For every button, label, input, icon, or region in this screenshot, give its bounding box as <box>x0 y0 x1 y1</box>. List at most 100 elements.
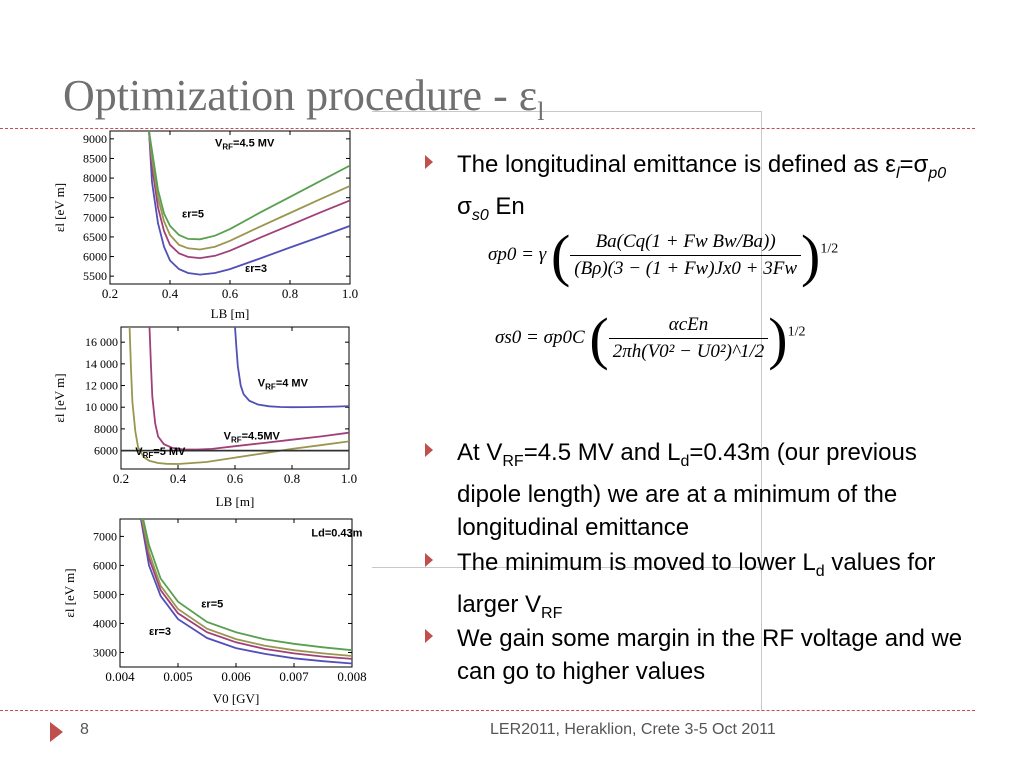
series-line <box>142 519 352 652</box>
footer-text: LER2011, Heraklion, Crete 3-5 Oct 2011 <box>490 721 776 738</box>
x-tick-label: 0.8 <box>284 471 300 486</box>
bullet-text-segment: values for larger V <box>457 549 936 618</box>
formula-paren: ( <box>589 306 609 371</box>
x-tick-label: 0.4 <box>162 286 179 301</box>
formula-numerator: αcEn <box>608 314 769 339</box>
x-tick-label: 0.8 <box>282 286 298 301</box>
chart-annotation: Ld=0.43m <box>311 527 362 539</box>
formula-fraction: Ba(Cq(1 + Fw Bw/Ba)) (Bρ)(3 − (1 + Fw)Jx0… <box>570 231 802 280</box>
formula-exponent: 1/2 <box>787 324 806 340</box>
formula-paren: ) <box>768 306 788 371</box>
y-axis-label: εl [eV m] <box>62 568 77 617</box>
bullet-text-segment: The longitudinal emittance is defined as… <box>457 151 896 178</box>
y-tick-label: 8000 <box>83 171 107 185</box>
y-tick-label: 16 000 <box>85 335 118 349</box>
slide-title: Optimization procedure - εl <box>63 70 544 127</box>
y-tick-label: 6000 <box>83 250 107 264</box>
slide-title-text: Optimization procedure - ε <box>63 71 538 120</box>
footer-arrow-icon <box>50 722 63 742</box>
series-line <box>141 519 352 657</box>
decorative-line <box>761 111 762 711</box>
bullet-subscript: RF <box>502 452 524 470</box>
plot-frame <box>109 130 351 285</box>
y-axis-label: εl [eV m] <box>52 373 67 422</box>
bullet-subscript: p0 <box>928 164 947 182</box>
formula-paren: ) <box>801 223 821 288</box>
y-tick-label: 8000 <box>94 422 118 436</box>
y-tick-label: 7000 <box>93 529 117 543</box>
bullet-subscript: s0 <box>471 206 489 224</box>
y-tick-label: 10 000 <box>85 400 118 414</box>
y-tick-label: 5500 <box>83 269 107 283</box>
x-tick-label: 0.6 <box>227 471 244 486</box>
decorative-line <box>372 111 762 112</box>
x-tick-label: 0.007 <box>279 669 309 684</box>
series-line <box>148 131 350 260</box>
y-tick-label: 12 000 <box>85 379 118 393</box>
bullet-arrow-icon <box>425 629 433 643</box>
bullet-text-segment: We gain some margin in the RF voltage an… <box>457 625 963 685</box>
bullet-arrow-icon <box>425 553 433 567</box>
series-line <box>148 131 350 251</box>
series-line <box>148 131 350 241</box>
bullet-emittance-definition: The longitudinal emittance is defined as… <box>425 148 967 232</box>
formula-fraction: αcEn 2πh(V0² − U0²)^1/2 <box>608 314 769 363</box>
bullet-text-segment: =4.5 MV and L <box>523 439 681 466</box>
y-tick-label: 8500 <box>83 151 107 165</box>
y-tick-label: 3000 <box>93 645 117 659</box>
bullet-arrow-icon <box>425 155 433 169</box>
x-tick-label: 0.004 <box>105 669 135 684</box>
bullet-text: We gain some margin in the RF voltage an… <box>457 622 967 688</box>
x-tick-label: 0.4 <box>170 471 187 486</box>
formula-lhs: σs0 = σp0C <box>495 326 585 348</box>
x-tick-label: 0.006 <box>221 669 251 684</box>
formula-exponent: 1/2 <box>820 241 839 257</box>
y-tick-label: 6500 <box>83 230 107 244</box>
chart-annotation: VRF=4 MV <box>258 378 309 392</box>
bullet-subscript: d <box>680 452 690 470</box>
formula-denominator: 2πh(V0² − U0²)^1/2 <box>612 341 765 362</box>
chart-annotation: VRF=4.5MV <box>224 431 281 445</box>
y-axis-label: εl [eV m] <box>52 183 67 232</box>
bullet-arrow-icon <box>425 443 433 457</box>
bullet-subscript: RF <box>541 604 563 622</box>
formula-numerator: Ba(Cq(1 + Fw Bw/Ba)) <box>570 231 802 256</box>
chart-annotation: VRF=5 MV <box>135 446 186 460</box>
slide-title-subscript: l <box>537 96 545 126</box>
x-tick-label: 0.008 <box>337 669 366 684</box>
bullet-minimum: At VRF=4.5 MV and Ld=0.43m (our previous… <box>425 436 967 544</box>
chart-annotation: εr=3 <box>149 626 171 638</box>
page-number: 8 <box>80 721 89 738</box>
series-line <box>140 519 352 665</box>
formula-denominator: (Bρ)(3 − (1 + Fw)Jx0 + 3Fw <box>574 258 798 279</box>
sigma-p0-formula: σp0 = γ (Ba(Cq(1 + Fw Bw/Ba)) (Bρ)(3 − (1… <box>488 222 838 289</box>
y-tick-label: 5000 <box>93 587 117 601</box>
y-tick-label: 6000 <box>94 444 118 458</box>
x-tick-label: 0.005 <box>163 669 192 684</box>
y-tick-label: 6000 <box>93 558 117 572</box>
chart-annotation: εr=3 <box>245 263 267 275</box>
y-tick-label: 14 000 <box>85 357 118 371</box>
sigma-s0-formula: σs0 = σp0C (αcEn 2πh(V0² − U0²)^1/2)1/2 <box>495 305 805 372</box>
title-divider <box>0 128 975 129</box>
y-tick-label: 7500 <box>83 191 107 205</box>
x-axis-label: V0 [GV] <box>213 691 260 706</box>
series-line <box>234 327 349 409</box>
decorative-line <box>372 567 762 568</box>
x-axis-label: LB [m] <box>216 494 255 509</box>
bullet-minimum-shift: The minimum is moved to lower Ld values … <box>425 546 967 630</box>
series-line <box>140 519 352 660</box>
x-axis-label: LB [m] <box>211 306 250 321</box>
chart-2: 0.2 0.4 0.6 0.8 1.0 6000 8000 10 000 12 000 14 00… <box>52 326 357 509</box>
bullet-text-segment: At V <box>457 439 503 466</box>
x-tick-label: 1.0 <box>342 286 358 301</box>
bullet-text: The minimum is moved to lower Ld values … <box>457 546 967 630</box>
bullet-text: The longitudinal emittance is defined as… <box>457 148 967 232</box>
chart-annotation: εr=5 <box>182 208 204 220</box>
chart-annotation: εr=5 <box>201 599 223 611</box>
footer-divider <box>0 710 975 711</box>
series-line <box>148 131 350 276</box>
formula-lhs: σp0 = γ <box>488 243 547 265</box>
plot-frame <box>119 518 353 668</box>
